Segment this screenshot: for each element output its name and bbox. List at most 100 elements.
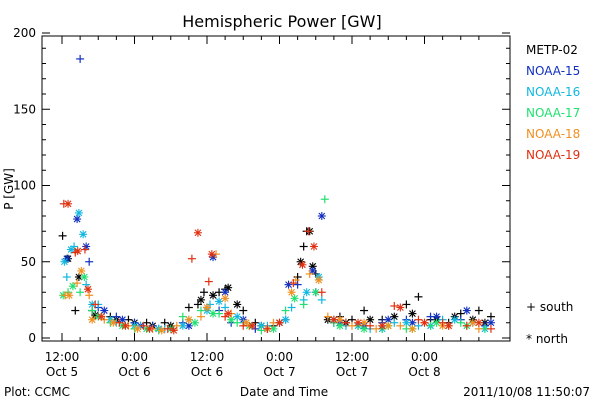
north-point-d2 — [360, 319, 368, 327]
south-point — [62, 273, 71, 281]
north-point — [215, 297, 224, 306]
north-point — [384, 315, 393, 324]
legend-entry-metp-02: METP-02 — [526, 43, 578, 57]
south-point — [305, 269, 314, 278]
south-point — [76, 288, 85, 297]
south-point — [323, 312, 332, 321]
north-point — [73, 215, 82, 224]
north-point — [311, 288, 320, 297]
south-point — [299, 300, 308, 309]
y-tick-label: 100 — [13, 179, 36, 193]
north-point — [354, 318, 363, 327]
north-point-d2 — [170, 326, 178, 334]
north-point-d2 — [84, 285, 92, 293]
north-point — [224, 309, 233, 318]
x-tick-time-label: 0:00 — [121, 350, 148, 364]
north-point — [432, 312, 441, 321]
legend-entry-noaa-16: NOAA-16 — [526, 85, 580, 99]
north-point — [60, 257, 69, 266]
south-point — [366, 321, 375, 330]
north-point — [396, 303, 405, 312]
north-point-d2 — [215, 298, 223, 305]
north-point — [233, 300, 242, 309]
north-point-d2 — [276, 319, 283, 327]
y-axis-label: P [GW] — [2, 168, 16, 210]
legend-south-marker: + south — [526, 300, 573, 314]
north-point-d2 — [197, 296, 205, 304]
north-point-d2 — [134, 325, 141, 333]
north-point-d2 — [79, 230, 87, 238]
north-point — [248, 321, 257, 330]
series-metp-02 — [58, 227, 495, 330]
south-point — [257, 326, 266, 335]
north-point — [462, 306, 471, 315]
north-point — [100, 306, 109, 315]
north-point — [80, 273, 89, 281]
north-point-d2 — [309, 267, 317, 275]
north-point-d2 — [80, 273, 88, 281]
south-point — [372, 324, 381, 333]
north-point-d2 — [158, 326, 166, 334]
south-point — [204, 277, 213, 286]
north-point-d2 — [185, 316, 193, 324]
north-point-d2 — [233, 301, 241, 308]
north-point-d2 — [194, 229, 202, 237]
north-point — [287, 288, 296, 297]
north-point — [275, 318, 284, 327]
north-point — [450, 315, 459, 324]
x-tick-date-label: Oct 6 — [118, 365, 150, 379]
south-point — [320, 195, 329, 204]
north-point-d2 — [82, 243, 90, 250]
north-point — [65, 291, 74, 300]
north-point-d2 — [445, 322, 453, 330]
north-point-d2 — [185, 322, 193, 330]
y-tick-label: 200 — [13, 26, 36, 40]
north-point — [317, 212, 326, 220]
north-point — [314, 276, 323, 285]
south-point — [486, 324, 495, 333]
north-point-d2 — [297, 258, 305, 266]
north-point-d2 — [88, 316, 96, 324]
south-point — [172, 321, 181, 330]
north-point — [444, 321, 453, 330]
south-point — [193, 300, 202, 309]
north-point-d2 — [97, 313, 105, 321]
north-point-d2 — [248, 322, 256, 330]
south-point — [71, 306, 80, 315]
north-point — [67, 245, 76, 254]
south-point — [299, 242, 308, 251]
north-point-d2 — [91, 311, 99, 319]
south-point — [80, 245, 89, 254]
north-point-d2 — [384, 316, 392, 324]
north-point-d2 — [242, 319, 250, 327]
north-point — [145, 324, 154, 333]
north-point-d2 — [75, 209, 83, 217]
north-point-d2 — [179, 322, 187, 330]
x-tick-date-label: Oct 7 — [336, 365, 368, 379]
north-point-d2 — [224, 284, 232, 292]
north-point-d2 — [209, 253, 217, 261]
north-point — [196, 295, 205, 304]
north-point — [190, 318, 199, 327]
north-point — [302, 288, 311, 297]
north-point-d2 — [366, 316, 374, 324]
north-point-d2 — [421, 319, 428, 327]
x-tick-date-label: Oct 6 — [191, 365, 223, 379]
legend-entry-noaa-15: NOAA-15 — [526, 64, 580, 78]
north-point — [169, 326, 178, 335]
north-point — [281, 315, 290, 324]
north-point — [474, 318, 483, 327]
north-point-d2 — [409, 310, 416, 317]
north-point-d2 — [61, 258, 68, 266]
north-point-d2 — [378, 322, 386, 330]
north-point — [420, 318, 429, 327]
north-point — [73, 247, 82, 256]
north-point — [77, 266, 86, 275]
north-point — [402, 318, 411, 327]
north-point — [408, 309, 417, 318]
north-point-d2 — [257, 322, 265, 330]
north-point — [329, 315, 338, 324]
north-point-d2 — [69, 282, 77, 290]
north-point-d2 — [409, 325, 416, 333]
